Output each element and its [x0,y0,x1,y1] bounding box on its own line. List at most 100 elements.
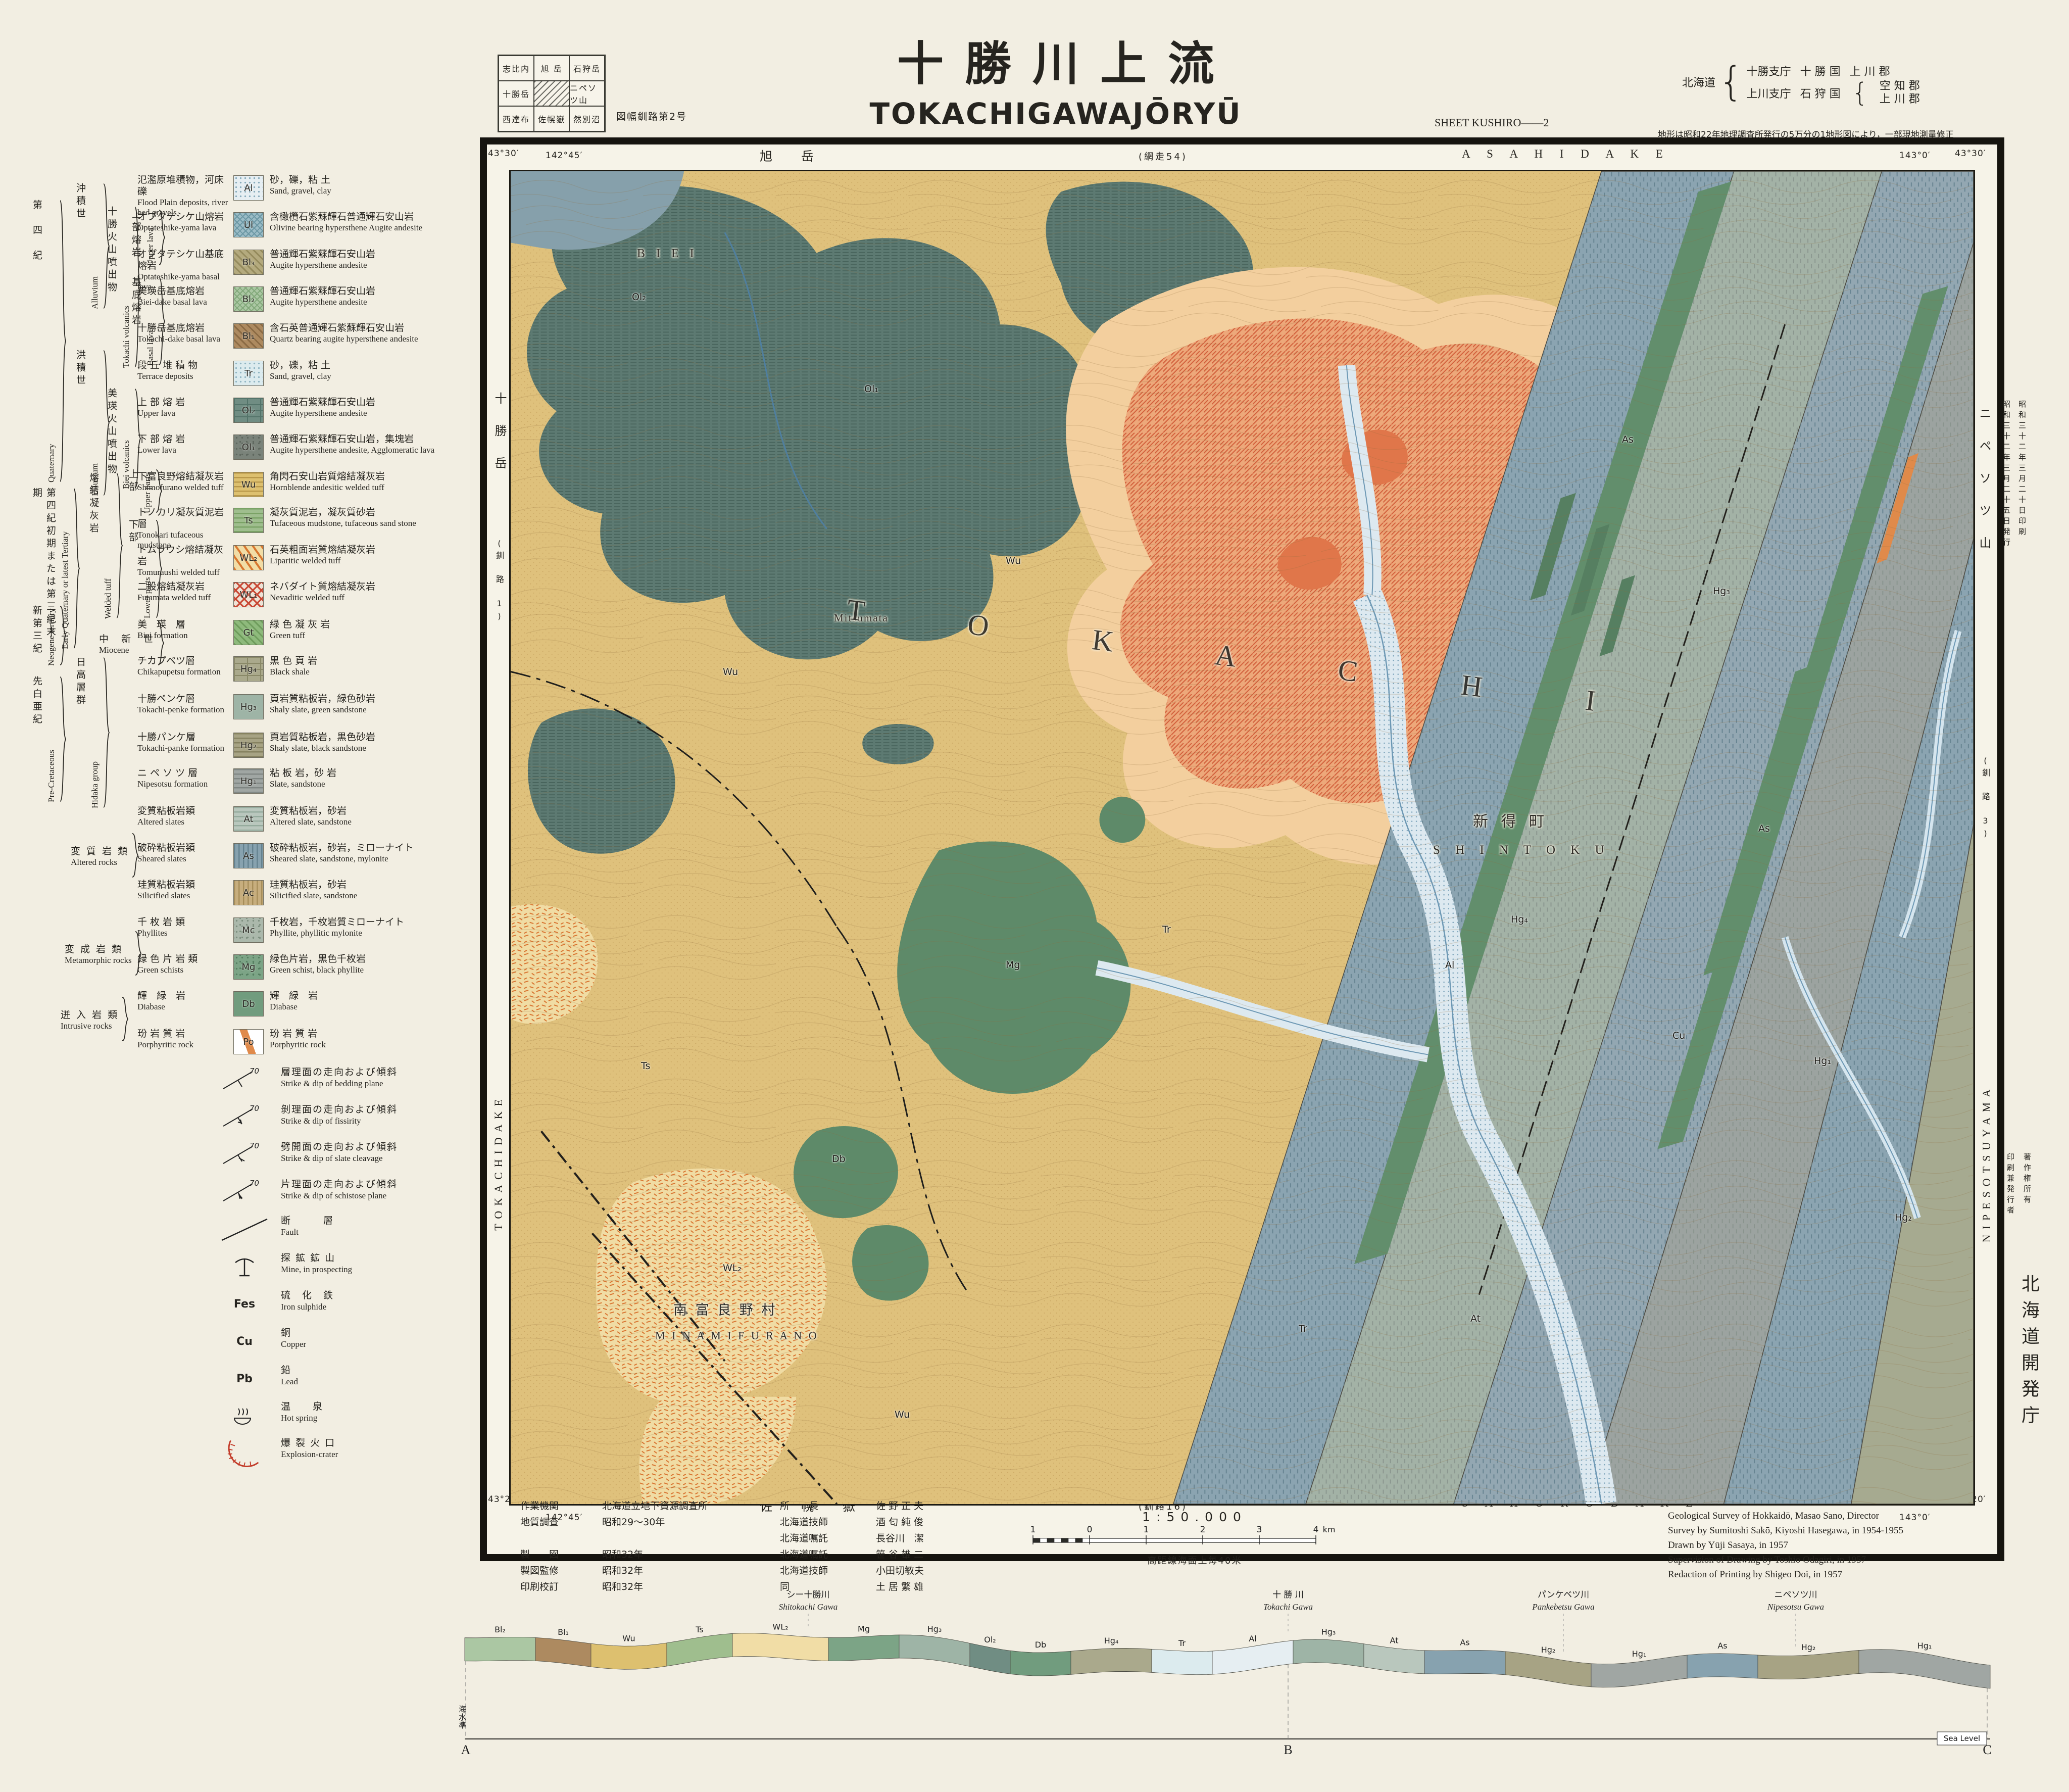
legend-symbol-en: Strike & dip of bedding plane [281,1079,383,1088]
xsec-unit-label: Mg [858,1624,870,1633]
xsec-slice [590,1642,667,1670]
legend-color-chip: Hg₂ [233,733,264,758]
legend-unit-name: 珪質粘板岩類 Silicified slates [137,879,231,901]
legend-unit-name-jp: 美瑛岳基底熔岩 [137,285,205,297]
legend-lithology-en: Sheared slate, sandstone, mylonite [270,854,388,863]
legend-unit-name-en: Upper lava [137,408,176,418]
region-rows: 十勝支庁 十 勝 国 上 川 郡 上川支庁 石 狩 国 { 空 知 郡 上 川 … [1747,60,1920,108]
xsec-slice [1505,1651,1592,1687]
legend-unit-lithology: 粘 板 岩，砂 岩 Slate, sandstone [270,767,487,789]
legend-symbol-glyph: 70 [218,1102,271,1134]
legend-color-chip: Ts [233,508,264,533]
brace-glyph: { [1851,78,1868,108]
legend-lithology-en: Slate, sandstone [270,779,325,789]
legend-symbol-glyph [218,1436,271,1467]
production-cell: 土 居 繁 雄 [876,1581,924,1592]
production-cell [602,1531,774,1544]
legend-unit-name-en: Biei-dake basal lava [137,297,207,307]
legend-unit-name-en: Optateshike-yama basal lava [137,272,220,292]
legend-symbol-text: 層理面の走向および傾斜 Strike & dip of bedding plan… [281,1066,398,1089]
legend-unit-name-jp: 十勝ペンケ層 [137,693,195,704]
legend-unit-code: Bl₂ [242,294,255,305]
legend-lithology-jp: 輝 緑 岩 [270,990,318,1001]
edge-sheet-north-en: A S A H I D A K E [1462,148,1670,160]
contour-texture [511,171,1974,1504]
copyright-holder: 印刷兼発行者 [2006,1153,2015,1217]
legend-symbol-row: 探 鉱 鉱 山 Mine, in prospecting [0,1251,485,1286]
legend-lithology-jp: 普通輝石紫蘇輝石安山岩 [270,285,376,297]
legend-symbol-jp: 爆 裂 火 口 [281,1437,336,1448]
group-brace [116,473,123,618]
legend-unit-lithology: 砂，礫，粘 土 Sand, gravel, clay [270,174,487,196]
xsec-river-en: Shitokachi Gawa [779,1602,838,1612]
xsec-unit-label: Hg₁ [1917,1641,1932,1651]
production-cell: 北海道嘱託 [780,1533,828,1544]
lon-label: 143°0′ [1899,1513,1931,1523]
legend-unit-name-en: Tokachi-penke formation [137,705,225,714]
legend-lithology-en: Quartz bearing augite hypersthene andesi… [270,334,418,344]
legend-unit-name-jp: 二股熔結凝灰岩 [137,581,205,592]
legend-lithology-en: Diabase [270,1002,298,1011]
cross-section: Bl₂ Bl₁ Wu Ts WL₂ Mg Hg₃ Ol₂ Db Hg₄ Tr Al Hg₃ At As Hg₂… [455,1586,2000,1761]
edge-sheet-west-number: (釧 路 1) [495,539,504,624]
group-brace [122,997,129,1041]
legend-symbol-row: 70 層理面の走向および傾斜 Strike & dip of bedding p… [0,1065,485,1100]
legend-unit-name: 緑 色 片 岩 類 Green schists [137,953,231,975]
group-brace [156,469,162,513]
group-brace [60,606,66,665]
legend-lithology-jp: 緑 色 凝 灰 岩 [270,619,330,630]
xsec-unit-label: As [1460,1638,1469,1648]
legend-unit-name-en: Phyllites [137,928,168,938]
legend-unit-lithology: 緑 色 凝 灰 岩 Green tuff [270,619,487,641]
legend-unit-code: At [243,813,254,825]
legend-unit-name-en: Chikapupetsu formation [137,667,221,676]
index-cell-current [534,81,569,106]
legend-symbol-text: 硫 化 鉄 Iron sulphide [281,1289,334,1312]
sheet-label: SHEET KUSHIRO——2 [1435,116,1549,129]
legend-symbol-jp: 片理面の走向および傾斜 [281,1179,398,1190]
legend-unit-lithology: 角閃石安山岩質熔結凝灰岩 Hornblende andesitic welded… [270,471,487,493]
legend-lithology-jp: 緑色片岩，黒色千枚岩 [270,953,366,964]
xsec-point-label: A [461,1742,471,1757]
legend-unit-lithology: 変質粘板岩，砂岩 Altered slate, sandstone [270,805,487,827]
production-cell: 作業機関 [520,1500,559,1512]
legend-unit-name: 段 丘 堆 積 物 Terrace deposits [137,360,231,381]
legend-symbol-glyph: Pb [236,1372,253,1385]
legend-unit-name-en: Green schists [137,965,184,975]
legend-unit-code: WL₂ [239,552,258,563]
production-cell: 昭和32年 [602,1581,644,1592]
legend-lithology-en: Shaly slate, green sandstone [270,705,367,714]
xsec-unit-label: Hg₄ [1104,1636,1119,1645]
xsec-unit-label: Bl₁ [558,1627,569,1637]
production-cell: 同 [780,1581,790,1592]
xsec-slice [535,1637,592,1667]
legend-color-chip: Ol₂ [233,398,264,423]
legend-color-chip: Ol₁ [233,434,264,460]
legend-group-label: 変 質 岩 類 Altered rocks [71,833,139,878]
xsec-river-jp: シー十勝川 [787,1590,830,1600]
group-brace [158,621,165,665]
production-cell: 酒 匂 純 俊 [876,1517,924,1528]
xsec-slice [1687,1653,1758,1679]
legend-unit-name-en: Tokachi-dake basal lava [137,334,221,344]
legend-color-chip: Hg₁ [233,768,264,794]
index-cell: 石狩岳 [569,56,605,81]
legend-group-label: 美瑛火山噴出物 Biei volcanics [105,388,141,489]
legend-unit-name-jp: 千 枚 岩 類 [137,916,185,928]
legend-unit-name: 下 部 熔 岩 Lower lava [137,433,231,455]
legend-unit-name: 上 部 熔 岩 Upper lava [137,397,231,418]
xsec-slice [1151,1649,1213,1675]
legend-group-label: 沖積世 Alluvium [74,183,110,309]
legend-unit-name-jp: オプタテシケ山熔岩 [137,211,224,222]
legend-unit-code: Gt [243,627,254,638]
lon-label: 142°45′ [546,1513,583,1523]
xsec-river-en: Nipesotsu Gawa [1767,1602,1824,1612]
legend-unit-name-jp: オプタテシケ山基底熔岩 [137,249,224,271]
legend-symbol-row: 爆 裂 火 口 Explosion-crater [0,1436,485,1471]
legend-unit-name: 氾濫原堆積物，河床礫 Flood Plain deposits, river b… [137,174,231,218]
legend-unit-code: As [243,850,254,861]
legend-unit-code: Hg₁ [240,776,257,787]
legend-unit-name-en: Biei formation [137,631,188,640]
xsec-slice [969,1643,1011,1674]
legend-lithology-jp: 珪質粘板岩，砂岩 [270,879,347,890]
